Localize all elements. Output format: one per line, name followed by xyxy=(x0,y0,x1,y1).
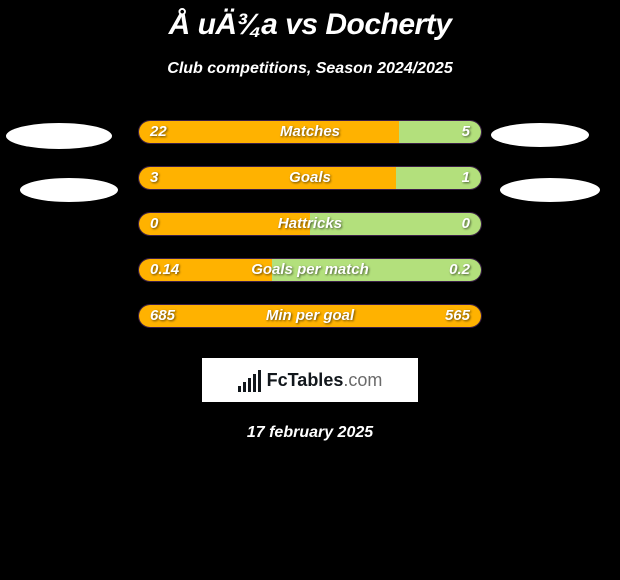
logo-text-sub: .com xyxy=(343,370,382,390)
logo-text: FcTables.com xyxy=(267,370,383,391)
comparison-card: Å uÄ¾a vs Docherty Club competitions, Se… xyxy=(0,0,620,580)
stat-label: Min per goal xyxy=(0,304,620,328)
page-title: Å uÄ¾a vs Docherty xyxy=(0,0,620,42)
subtitle: Club competitions, Season 2024/2025 xyxy=(0,60,620,78)
stat-row: 00Hattricks xyxy=(0,212,620,236)
bar-chart-icon xyxy=(238,368,261,392)
ellipse-shape xyxy=(6,123,112,149)
stat-row: 685565Min per goal xyxy=(0,304,620,328)
ellipse-shape xyxy=(500,178,600,202)
stat-label: Goals per match xyxy=(0,258,620,282)
logo-text-main: FcTables xyxy=(267,370,344,390)
stats-list: 225Matches31Goals00Hattricks0.140.2Goals… xyxy=(0,120,620,328)
date-label: 17 february 2025 xyxy=(0,424,620,442)
ellipse-shape xyxy=(20,178,118,202)
fctables-logo[interactable]: FcTables.com xyxy=(202,358,418,402)
stat-row: 0.140.2Goals per match xyxy=(0,258,620,282)
ellipse-shape xyxy=(491,123,589,147)
stat-label: Hattricks xyxy=(0,212,620,236)
